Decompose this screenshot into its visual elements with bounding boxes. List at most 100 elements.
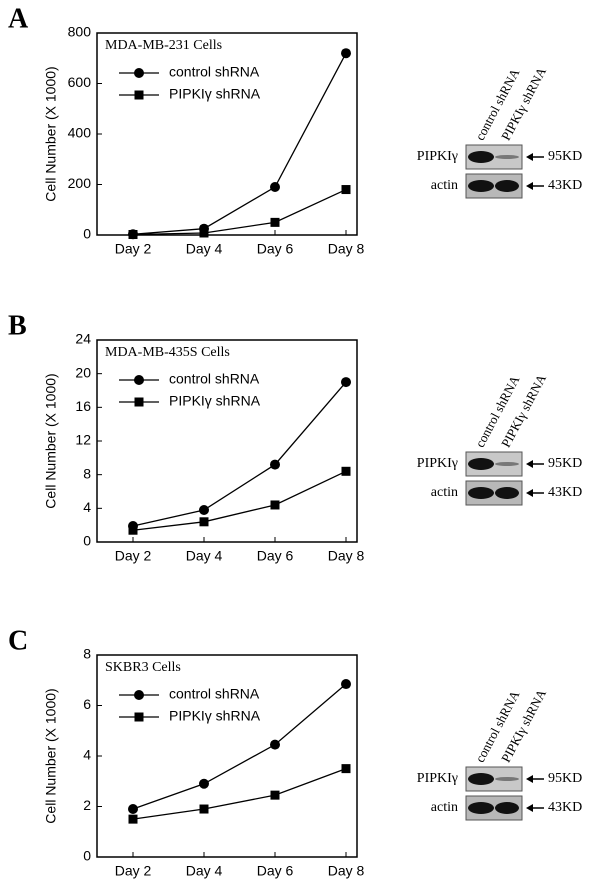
series-line bbox=[132, 683, 347, 810]
row-label: actin bbox=[431, 485, 458, 500]
x-tick-label: Day 2 bbox=[115, 241, 152, 257]
legend-label: PIPKIγ shRNA bbox=[169, 86, 261, 102]
band bbox=[468, 773, 494, 785]
arrow-head bbox=[526, 804, 533, 812]
y-axis-label: Cell Number (X 1000) bbox=[43, 373, 59, 508]
point bbox=[134, 397, 144, 407]
point bbox=[128, 804, 138, 815]
point bbox=[199, 517, 209, 527]
size-marker: 95KD bbox=[548, 771, 582, 786]
band bbox=[495, 462, 519, 466]
band bbox=[495, 180, 519, 192]
size-marker: 95KD bbox=[548, 149, 582, 164]
point bbox=[270, 182, 280, 193]
point bbox=[270, 739, 280, 750]
row-label: PIPKIγ bbox=[417, 456, 458, 471]
y-tick-label: 800 bbox=[68, 24, 92, 40]
series-line bbox=[132, 768, 347, 820]
x-tick-label: Day 8 bbox=[328, 241, 365, 257]
x-tick-label: Day 8 bbox=[328, 863, 365, 879]
size-marker: 43KD bbox=[548, 800, 582, 815]
y-tick-label: 0 bbox=[83, 848, 91, 864]
band bbox=[468, 487, 494, 499]
point bbox=[341, 764, 351, 774]
size-marker: 95KD bbox=[548, 456, 582, 471]
chart-title: MDA-MB-435S Cells bbox=[105, 345, 230, 360]
row-label: PIPKIγ bbox=[417, 771, 458, 786]
point bbox=[128, 814, 138, 824]
point bbox=[341, 377, 351, 388]
band bbox=[495, 802, 519, 814]
y-tick-label: 20 bbox=[75, 364, 91, 380]
arrow-head bbox=[526, 153, 533, 161]
panel-label: C bbox=[8, 625, 28, 656]
point bbox=[199, 505, 209, 516]
point bbox=[134, 375, 144, 385]
x-tick-label: Day 8 bbox=[328, 548, 365, 564]
y-tick-label: 8 bbox=[83, 646, 91, 662]
point bbox=[128, 525, 138, 535]
x-tick-label: Day 2 bbox=[115, 863, 152, 879]
point bbox=[134, 90, 144, 100]
arrow-head bbox=[526, 775, 533, 783]
series-line bbox=[132, 188, 347, 236]
y-axis-label: Cell Number (X 1000) bbox=[43, 66, 59, 201]
point bbox=[270, 459, 280, 470]
band bbox=[468, 180, 494, 192]
size-marker: 43KD bbox=[548, 485, 582, 500]
arrow-head bbox=[526, 182, 533, 190]
point bbox=[270, 790, 280, 800]
point bbox=[341, 48, 351, 59]
y-tick-label: 200 bbox=[68, 175, 92, 191]
point bbox=[199, 228, 209, 238]
y-axis-label: Cell Number (X 1000) bbox=[43, 688, 59, 823]
legend-label: control shRNA bbox=[169, 64, 260, 80]
y-tick-label: 0 bbox=[83, 226, 91, 242]
y-tick-label: 2 bbox=[83, 797, 91, 813]
series-line bbox=[132, 470, 347, 531]
point bbox=[134, 690, 144, 700]
panel: A MDA-MB-231 Cells Cell Number (X 1000) 0 20… bbox=[8, 3, 582, 256]
point bbox=[270, 500, 280, 510]
band bbox=[468, 802, 494, 814]
point bbox=[128, 229, 138, 239]
point bbox=[341, 466, 351, 476]
row-label: PIPKIγ bbox=[417, 149, 458, 164]
panel: B MDA-MB-435S Cells Cell Number (X 1000) 0 4… bbox=[8, 310, 582, 563]
y-tick-label: 4 bbox=[83, 499, 91, 515]
point bbox=[199, 778, 209, 789]
legend-label: PIPKIγ shRNA bbox=[169, 708, 261, 724]
row-label: actin bbox=[431, 800, 458, 815]
legend-label: PIPKIγ shRNA bbox=[169, 393, 261, 409]
arrow-head bbox=[526, 489, 533, 497]
band bbox=[468, 458, 494, 470]
series-line bbox=[132, 381, 347, 527]
point bbox=[341, 185, 351, 195]
y-tick-label: 12 bbox=[75, 432, 91, 448]
legend-label: control shRNA bbox=[169, 371, 260, 387]
chart-title: SKBR3 Cells bbox=[105, 660, 181, 675]
arrow-head bbox=[526, 460, 533, 468]
band bbox=[495, 155, 519, 159]
band bbox=[468, 151, 494, 163]
band bbox=[495, 487, 519, 499]
point bbox=[270, 217, 280, 227]
x-tick-label: Day 6 bbox=[257, 863, 294, 879]
y-tick-label: 4 bbox=[83, 747, 91, 763]
x-tick-label: Day 4 bbox=[186, 241, 223, 257]
x-tick-label: Day 4 bbox=[186, 548, 223, 564]
x-tick-label: Day 6 bbox=[257, 548, 294, 564]
y-tick-label: 8 bbox=[83, 465, 91, 481]
point bbox=[341, 679, 351, 690]
y-tick-label: 400 bbox=[68, 125, 92, 141]
size-marker: 43KD bbox=[548, 178, 582, 193]
point bbox=[199, 804, 209, 814]
point bbox=[134, 712, 144, 722]
legend-label: control shRNA bbox=[169, 686, 260, 702]
panel-label: B bbox=[8, 310, 27, 341]
x-tick-label: Day 4 bbox=[186, 863, 223, 879]
x-tick-label: Day 6 bbox=[257, 241, 294, 257]
series-line bbox=[132, 52, 347, 235]
point bbox=[134, 68, 144, 78]
